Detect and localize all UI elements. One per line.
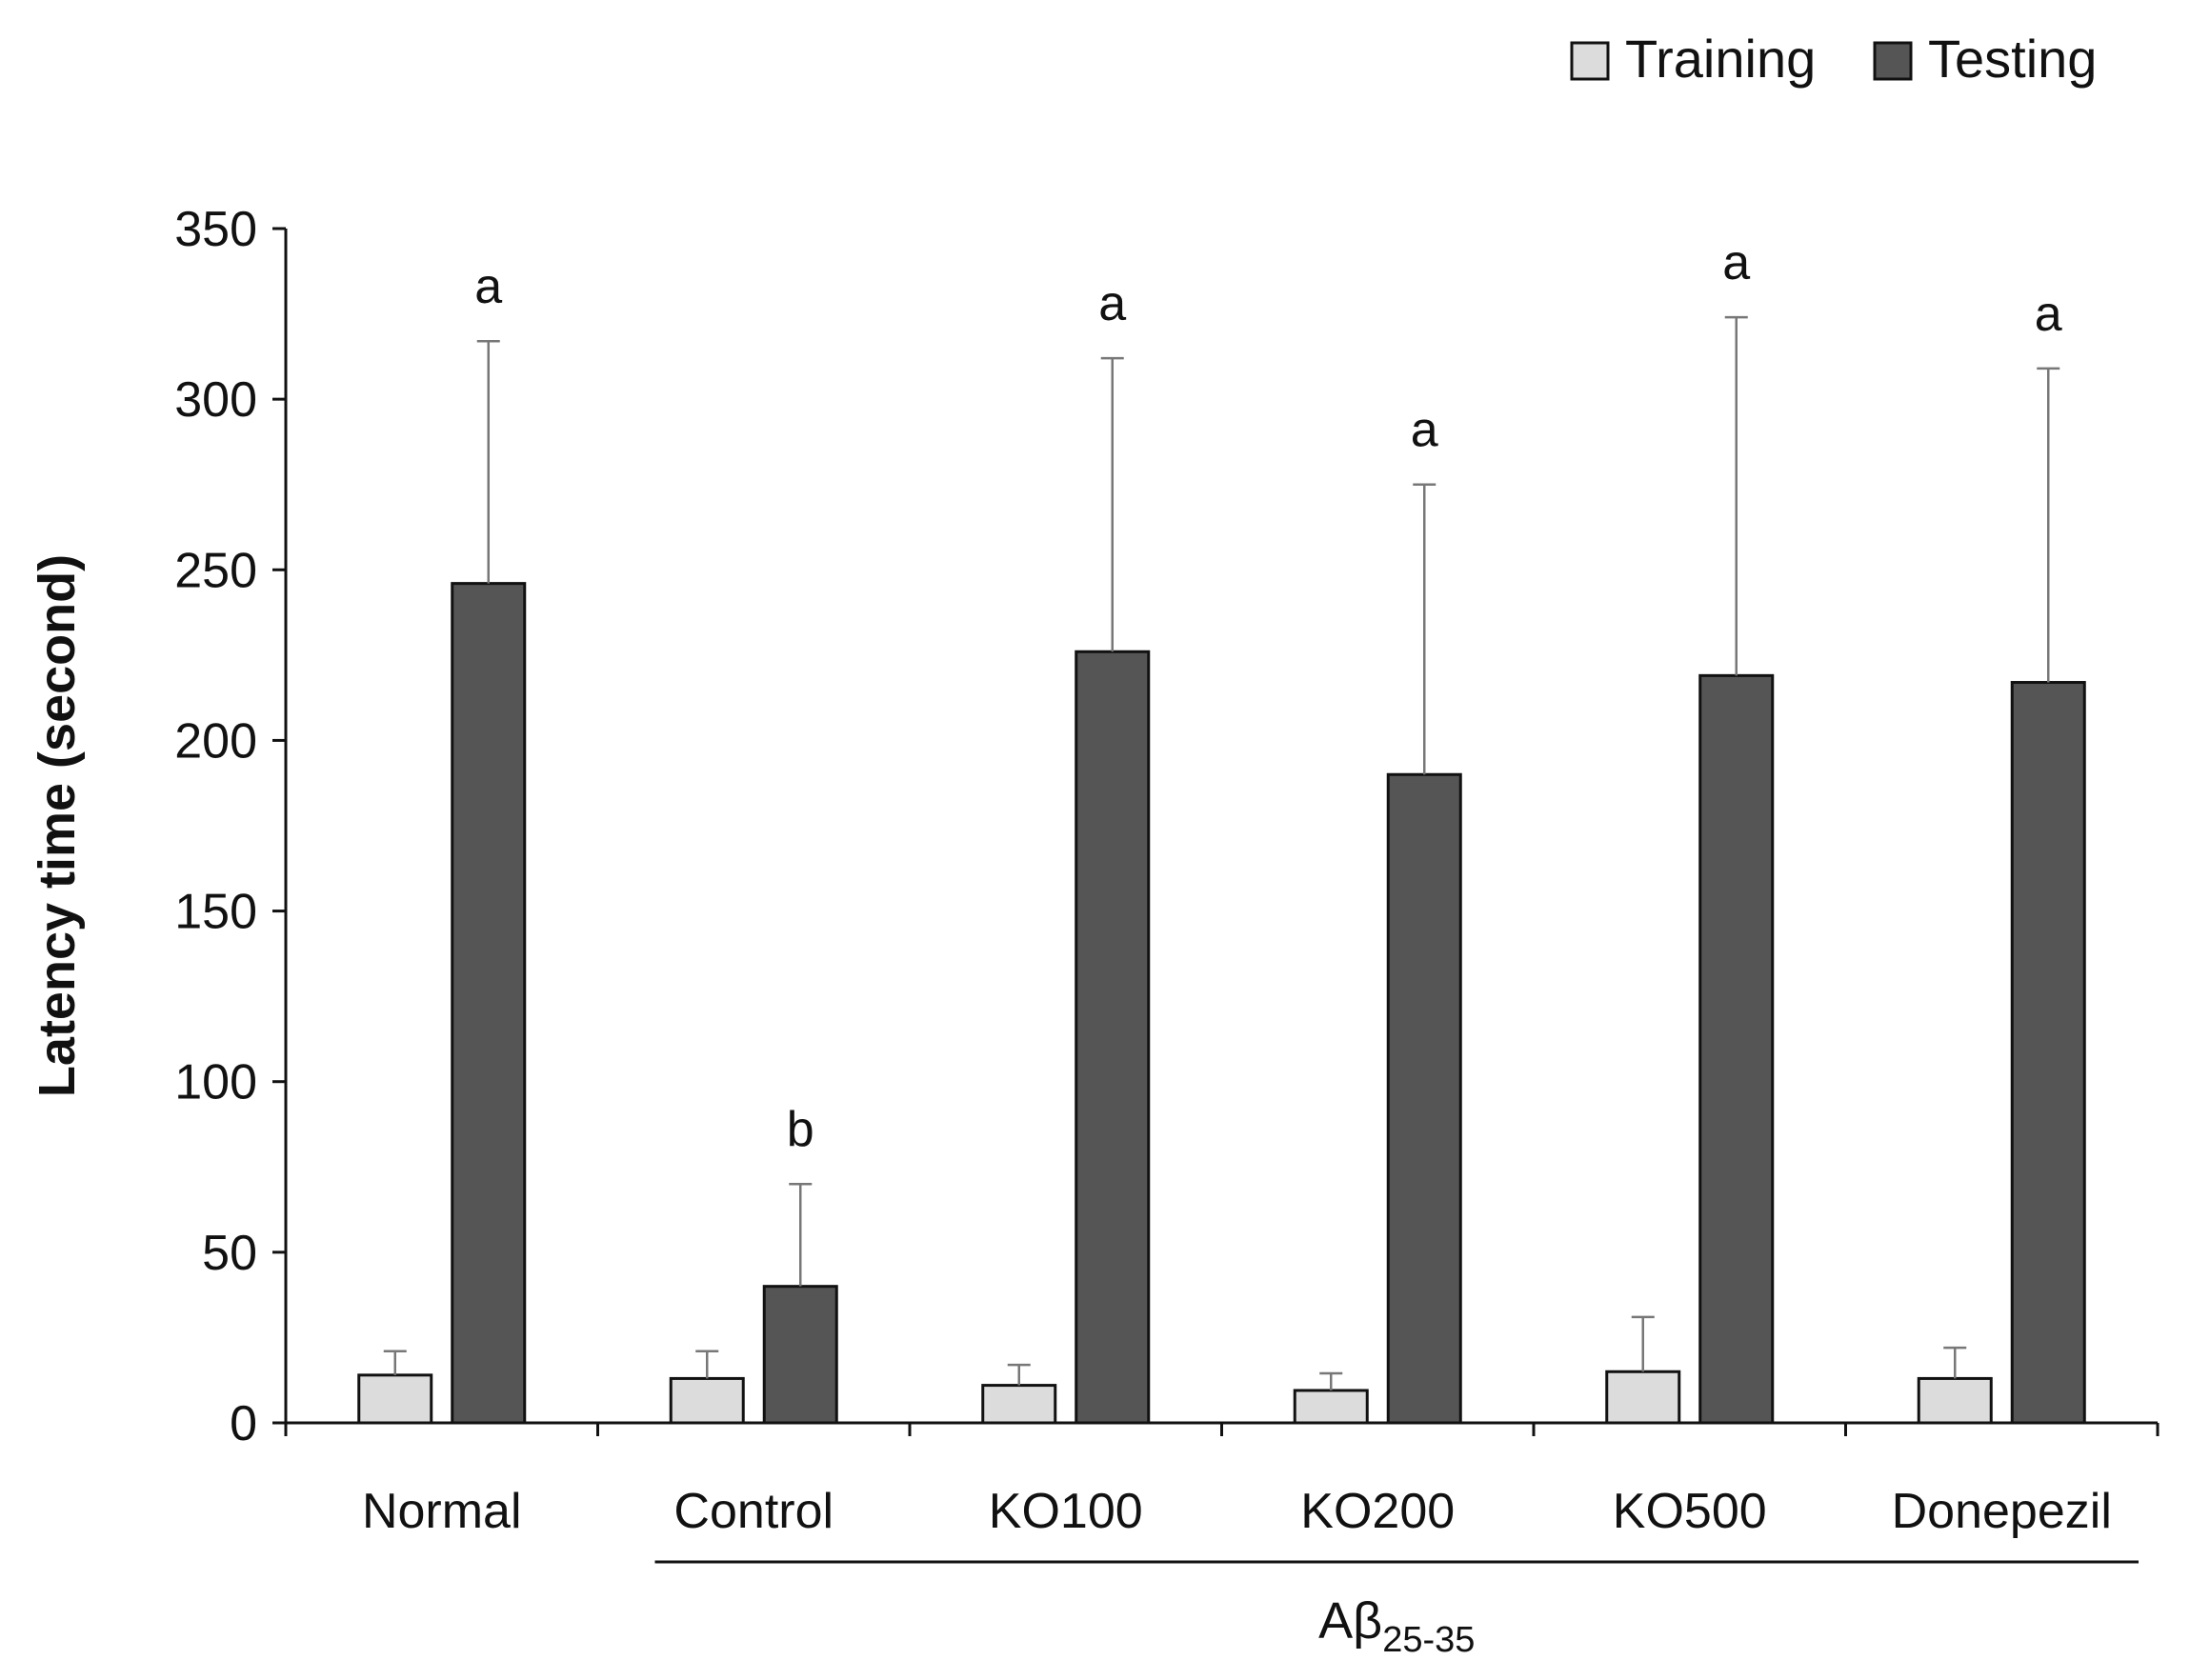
y-tick-label: 200 <box>174 713 257 769</box>
bar-training-normal <box>357 1373 433 1425</box>
group-bracket-label-main: Aβ <box>1318 1592 1382 1650</box>
bar-testing-donepezil <box>2010 681 2086 1425</box>
group-bracket-label-sub: 25-35 <box>1382 1620 1475 1660</box>
significance-letter-ko200: a <box>1411 403 1438 458</box>
significance-letter-donepezil: a <box>2035 287 2062 342</box>
y-tick-label: 250 <box>174 543 257 598</box>
y-tick-label: 300 <box>174 372 257 428</box>
significance-letter-ko500: a <box>1722 235 1750 290</box>
legend-label-training: Training <box>1625 29 1816 89</box>
bar-testing-ko200 <box>1386 772 1462 1425</box>
group-bracket-label: Aβ25-35 <box>1318 1592 1475 1660</box>
bar-testing-control <box>762 1285 838 1425</box>
significance-letter-ko100: a <box>1098 276 1126 331</box>
bar-testing-ko100 <box>1075 650 1151 1425</box>
y-tick-label: 100 <box>174 1055 257 1110</box>
x-tick-label-ko500: KO500 <box>1613 1484 1767 1539</box>
y-tick-label: 150 <box>174 885 257 940</box>
y-axis-label: Latency time (second) <box>29 554 86 1097</box>
y-tick-label: 0 <box>230 1396 257 1451</box>
bar-training-ko500 <box>1605 1370 1681 1425</box>
y-tick-label: 350 <box>174 202 257 257</box>
bar-training-control <box>669 1376 745 1425</box>
significance-letter-normal: a <box>474 259 502 314</box>
bar-testing-normal <box>451 582 527 1425</box>
bar-training-donepezil <box>1917 1376 1993 1425</box>
x-tick-label-control: Control <box>673 1484 834 1539</box>
legend-swatch-training <box>1570 41 1610 81</box>
legend-label-testing: Testing <box>1928 29 2097 89</box>
bar-training-ko100 <box>981 1384 1057 1425</box>
bar-testing-ko500 <box>1698 673 1775 1425</box>
legend-swatch-testing <box>1873 41 1913 81</box>
x-tick-label-normal: Normal <box>362 1484 522 1539</box>
x-tick-label-donepezil: Donepezil <box>1892 1484 2112 1539</box>
significance-letter-control: b <box>787 1102 814 1157</box>
x-tick-label-ko100: KO100 <box>989 1484 1143 1539</box>
y-tick-label: 50 <box>202 1226 257 1281</box>
x-tick-label-ko200: KO200 <box>1300 1484 1455 1539</box>
bar-training-ko200 <box>1293 1389 1369 1425</box>
